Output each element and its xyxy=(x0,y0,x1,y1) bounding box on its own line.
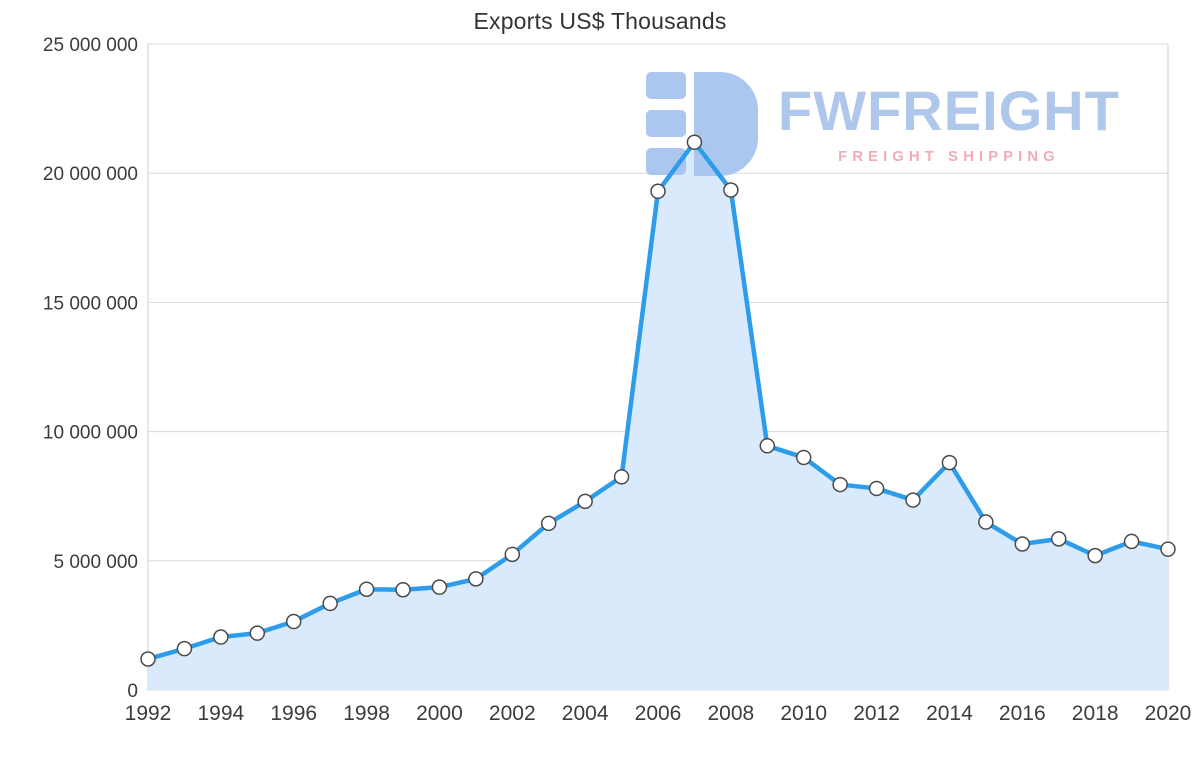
data-point-marker[interactable] xyxy=(686,134,703,150)
x-axis-label: 1996 xyxy=(270,702,317,725)
x-axis-label: 2014 xyxy=(926,702,973,725)
data-point-marker[interactable] xyxy=(1087,547,1103,564)
x-axis-label: 1994 xyxy=(197,702,244,725)
x-axis-label: 1998 xyxy=(343,702,390,725)
data-point-marker[interactable] xyxy=(978,514,994,530)
x-axis-label: 2002 xyxy=(489,702,536,725)
x-axis-label: 2016 xyxy=(999,702,1046,725)
data-point-marker[interactable] xyxy=(322,595,338,612)
data-point-marker[interactable] xyxy=(285,613,302,630)
y-axis-label: 5 000 000 xyxy=(53,552,138,573)
x-axis-label: 2020 xyxy=(1145,702,1192,725)
x-axis-label: 2008 xyxy=(707,702,754,725)
data-point-marker[interactable] xyxy=(868,480,885,497)
data-point-marker[interactable] xyxy=(1014,536,1031,552)
data-point-marker[interactable] xyxy=(650,183,666,200)
x-axis-label: 2000 xyxy=(416,702,463,725)
data-point-marker[interactable] xyxy=(504,546,521,563)
data-point-marker[interactable] xyxy=(941,454,958,471)
chart-title: Exports US$ Thousands xyxy=(473,8,727,34)
x-axis-label: 2004 xyxy=(562,702,609,725)
x-axis-label: 2006 xyxy=(635,702,682,725)
data-point-marker[interactable] xyxy=(613,469,630,485)
data-point-marker[interactable] xyxy=(832,476,848,493)
data-point-marker[interactable] xyxy=(468,571,484,587)
data-point-marker[interactable] xyxy=(140,651,156,667)
data-point-marker[interactable] xyxy=(540,515,557,532)
data-point-marker[interactable] xyxy=(431,579,448,595)
data-point-marker[interactable] xyxy=(577,493,593,510)
data-point-marker[interactable] xyxy=(1160,541,1176,557)
data-point-marker[interactable] xyxy=(795,449,812,466)
y-axis-label: 20 000 000 xyxy=(43,164,138,185)
data-point-marker[interactable] xyxy=(358,581,375,597)
x-axis-label: 1992 xyxy=(125,702,172,725)
data-point-marker[interactable] xyxy=(723,182,739,198)
data-point-marker[interactable] xyxy=(213,629,229,645)
y-axis-label: 0 xyxy=(127,681,138,702)
x-axis-label: 2010 xyxy=(780,702,827,725)
y-axis-label: 25 000 000 xyxy=(43,35,138,56)
x-axis-label: 2018 xyxy=(1072,702,1119,725)
x-axis-label: 2012 xyxy=(853,702,900,725)
data-point-marker[interactable] xyxy=(395,581,411,598)
data-point-marker[interactable] xyxy=(1050,531,1067,547)
area-fill xyxy=(148,142,1168,690)
y-axis-label: 15 000 000 xyxy=(43,293,138,314)
y-axis-label: 10 000 000 xyxy=(43,423,138,444)
data-point-marker[interactable] xyxy=(759,438,776,454)
data-point-marker[interactable] xyxy=(249,625,266,641)
data-point-marker[interactable] xyxy=(905,492,921,508)
data-point-marker[interactable] xyxy=(1123,533,1140,550)
data-point-marker[interactable] xyxy=(176,640,193,657)
